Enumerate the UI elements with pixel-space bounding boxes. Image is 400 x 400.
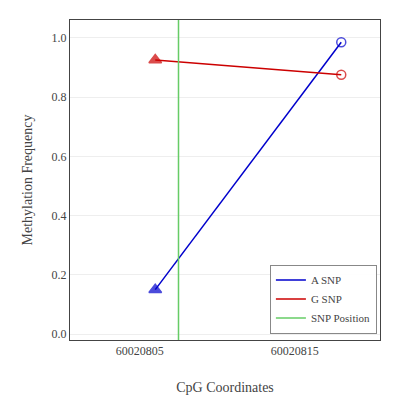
svg-text:60020815: 60020815 [271, 344, 319, 358]
svg-text:0.0: 0.0 [52, 327, 67, 341]
svg-text:CpG Coordinates: CpG Coordinates [176, 380, 274, 395]
svg-text:0.8: 0.8 [52, 90, 67, 104]
svg-text:0.2: 0.2 [52, 268, 67, 282]
svg-text:0.4: 0.4 [52, 209, 67, 223]
svg-text:SNP Position: SNP Position [311, 312, 370, 324]
svg-text:60020805: 60020805 [116, 344, 164, 358]
svg-text:Methylation Frequency: Methylation Frequency [20, 114, 35, 245]
svg-text:1.0: 1.0 [52, 31, 67, 45]
svg-text:G SNP: G SNP [311, 293, 342, 305]
svg-text:A SNP: A SNP [311, 274, 341, 286]
svg-text:0.6: 0.6 [52, 150, 67, 164]
